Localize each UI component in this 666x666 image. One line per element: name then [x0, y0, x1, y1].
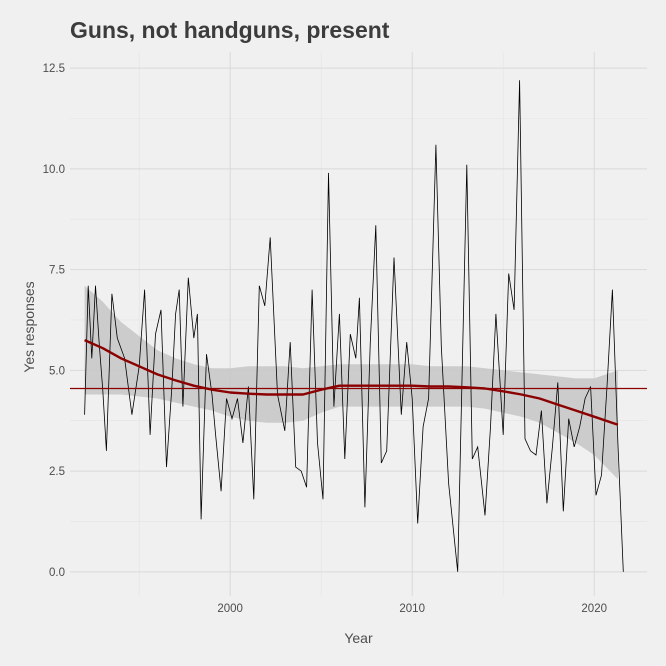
chart-title: Guns, not handguns, present: [70, 17, 390, 43]
y-tick-label: 7.5: [49, 265, 65, 277]
y-tick-label: 5.0: [49, 365, 65, 377]
grid-minor: [70, 52, 647, 596]
raw-series: [84, 80, 624, 572]
y-axis-title: Yes responses: [21, 281, 37, 372]
y-tick-label: 10.0: [43, 164, 65, 176]
y-tick-labels: 0.0 2.5 5.0 7.5 10.0 12.5: [43, 63, 65, 579]
y-tick-label: 12.5: [43, 63, 65, 75]
raw-series-line: [84, 80, 624, 572]
confidence-band: [84, 285, 618, 480]
x-tick-label: 2000: [217, 603, 243, 615]
x-axis-title: Year: [344, 630, 373, 646]
smooth-line: [84, 339, 619, 426]
x-tick-label: 2020: [581, 603, 607, 615]
y-tick-label: 2.5: [49, 466, 65, 478]
smooth-series: [84, 339, 619, 426]
x-tick-labels: 2000 2010 2020: [217, 603, 607, 615]
x-tick-label: 2010: [399, 603, 425, 615]
grid-major: [70, 52, 647, 596]
y-tick-label: 0.0: [49, 567, 65, 579]
confidence-band-area: [84, 285, 618, 480]
